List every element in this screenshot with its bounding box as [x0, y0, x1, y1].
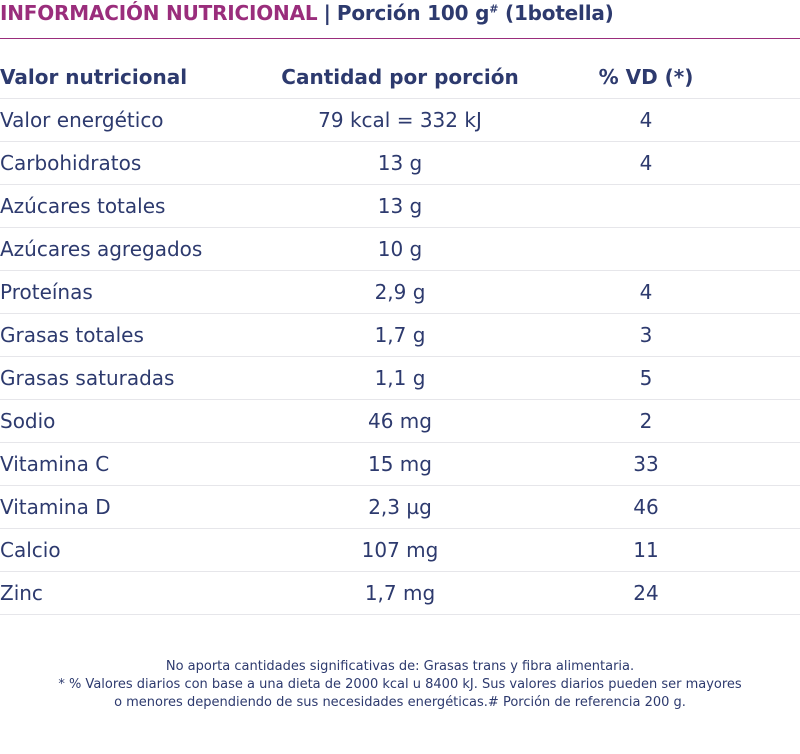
nutrient-amount: 1,7 g: [280, 313, 520, 357]
footnote-daily-values: * % Valores diarios con base a una dieta…: [58, 677, 742, 692]
header-daily-value: % VD (*): [520, 56, 800, 99]
nutrient-amount: 13 g: [280, 141, 520, 185]
nutrient-vd: 5: [520, 356, 800, 400]
table-row: Calcio 107 mg 11: [0, 528, 800, 572]
nutrient-vd: [520, 184, 800, 228]
nutrient-amount: 10 g: [280, 227, 520, 271]
nutrient-vd: 11: [520, 528, 800, 572]
nutrient-vd: 3: [520, 313, 800, 357]
header-nutrient: Valor nutricional: [0, 56, 280, 99]
nutrient-amount: 2,3 µg: [280, 485, 520, 529]
title-separator: |: [323, 1, 331, 25]
table-row: Vitamina D 2,3 µg 46: [0, 485, 800, 529]
table-row: Valor energético 79 kcal = 332 kJ 4: [0, 98, 800, 142]
nutrient-vd: 33: [520, 442, 800, 486]
table-row: Zinc 1,7 mg 24: [0, 571, 800, 615]
nutrient-vd: 2: [520, 399, 800, 443]
table-header-row: Valor nutricional Cantidad por porción %…: [0, 56, 800, 99]
title-portion-mark: #: [489, 2, 499, 16]
nutrient-amount: 46 mg: [280, 399, 520, 443]
nutrient-amount: 1,7 mg: [280, 571, 520, 615]
nutrient-name: Grasas saturadas: [0, 356, 280, 400]
nutrient-name: Azúcares totales: [0, 184, 280, 228]
nutrient-amount: 79 kcal = 332 kJ: [280, 98, 520, 142]
nutrient-amount: 13 g: [280, 184, 520, 228]
nutrient-name: Zinc: [0, 571, 280, 615]
nutrient-name: Valor energético: [0, 98, 280, 142]
nutrient-name: Proteínas: [0, 270, 280, 314]
table-row: Vitamina C 15 mg 33: [0, 442, 800, 486]
title-portion-text: Porción 100 g: [336, 1, 490, 25]
table-row: Azúcares agregados 10 g: [0, 227, 800, 271]
nutrient-amount: 107 mg: [280, 528, 520, 572]
title-bar: INFORMACIÓN NUTRICIONAL | Porción 100 g#…: [0, 0, 800, 39]
footnotes: No aporta cantidades significativas de: …: [0, 658, 800, 712]
nutrient-amount: 15 mg: [280, 442, 520, 486]
nutrient-amount: 2,9 g: [280, 270, 520, 314]
nutrient-name: Azúcares agregados: [0, 227, 280, 271]
nutrient-name: Calcio: [0, 528, 280, 572]
footnote-reference-portion: o menores dependiendo de sus necesidades…: [114, 695, 686, 710]
nutrition-table: Valor nutricional Cantidad por porción %…: [0, 56, 800, 615]
nutrient-vd: 24: [520, 571, 800, 615]
footnote-no-significant: No aporta cantidades significativas de: …: [165, 659, 635, 674]
nutrient-amount: 1,1 g: [280, 356, 520, 400]
nutrient-name: Carbohidratos: [0, 141, 280, 185]
nutrient-vd: [520, 227, 800, 271]
nutrient-vd: 4: [520, 98, 800, 142]
page-title: INFORMACIÓN NUTRICIONAL | Porción 100 g#…: [0, 1, 614, 25]
nutrient-name: Vitamina D: [0, 485, 280, 529]
nutrient-name: Vitamina C: [0, 442, 280, 486]
nutrient-vd: 4: [520, 270, 800, 314]
title-portion: Porción 100 g# (1botella): [337, 1, 614, 25]
table-row: Sodio 46 mg 2: [0, 399, 800, 443]
header-amount: Cantidad por porción: [280, 56, 520, 99]
nutrient-name: Sodio: [0, 399, 280, 443]
title-brand: INFORMACIÓN NUTRICIONAL: [0, 1, 318, 25]
title-portion-note: (1botella): [505, 1, 614, 25]
nutrient-vd: 46: [520, 485, 800, 529]
nutrient-name: Grasas totales: [0, 313, 280, 357]
table-row: Azúcares totales 13 g: [0, 184, 800, 228]
nutrient-vd: 4: [520, 141, 800, 185]
